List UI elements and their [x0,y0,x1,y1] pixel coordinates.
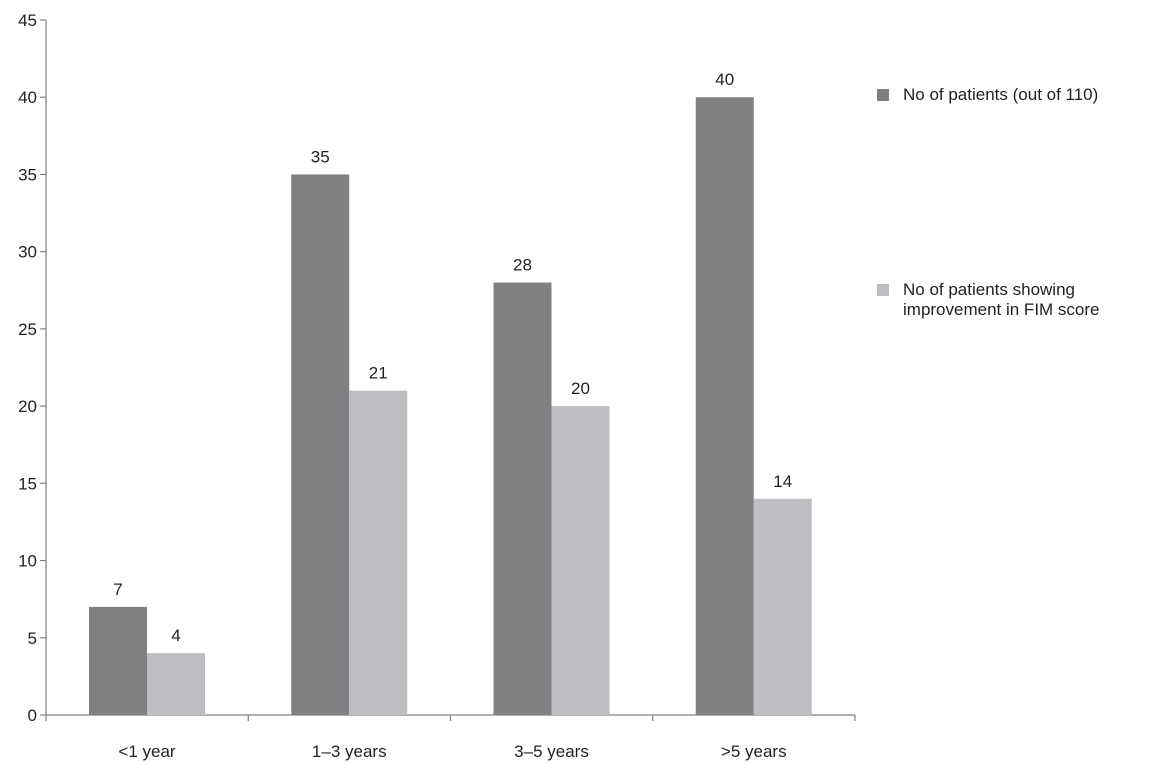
legend-swatch-improved [877,284,889,296]
data-label: 7 [113,580,122,599]
bar-series-1 [695,97,754,715]
bar-series-2 [147,653,205,715]
bars [89,97,812,715]
x-tick-label: 3–5 years [514,742,589,761]
y-tick-label: 0 [28,706,37,725]
y-tick-label: 5 [28,629,37,648]
data-label: 28 [513,256,532,275]
data-label: 20 [571,379,590,398]
data-label: 40 [715,70,734,89]
data-labels: 7 35 28 40 4 21 20 14 [113,70,792,645]
data-label: 14 [773,472,792,491]
legend-label-improved: No of patients showing improvement in FI… [903,280,1100,319]
data-label: 35 [311,147,330,166]
y-tick-label: 10 [18,552,37,571]
x-tick-label: >5 years [721,742,787,761]
legend-label-total: No of patients (out of 110) [903,85,1099,104]
bar-series-1 [89,606,147,715]
x-axis: <1 year 1–3 years 3–5 years >5 years [45,714,856,761]
y-tick-label: 45 [18,11,37,30]
y-tick-label: 20 [18,397,37,416]
y-tick-label: 40 [18,88,37,107]
bar-series-2 [753,498,812,715]
bar-series-1 [291,174,350,715]
y-axis: 0 5 10 15 20 25 30 35 40 45 [18,11,47,725]
x-tick-label: <1 year [118,742,176,761]
y-tick-label: 35 [18,165,37,184]
y-tick-label: 30 [18,243,37,262]
y-tick-label: 25 [18,320,37,339]
data-label: 21 [369,364,388,383]
y-tick-label: 15 [18,474,37,493]
bar-series-2 [551,406,610,715]
bar-series-1 [493,282,552,715]
data-label: 4 [171,626,180,645]
bar-series-2 [349,390,408,715]
x-tick-label: 1–3 years [312,742,387,761]
legend-swatch-total [877,89,889,101]
